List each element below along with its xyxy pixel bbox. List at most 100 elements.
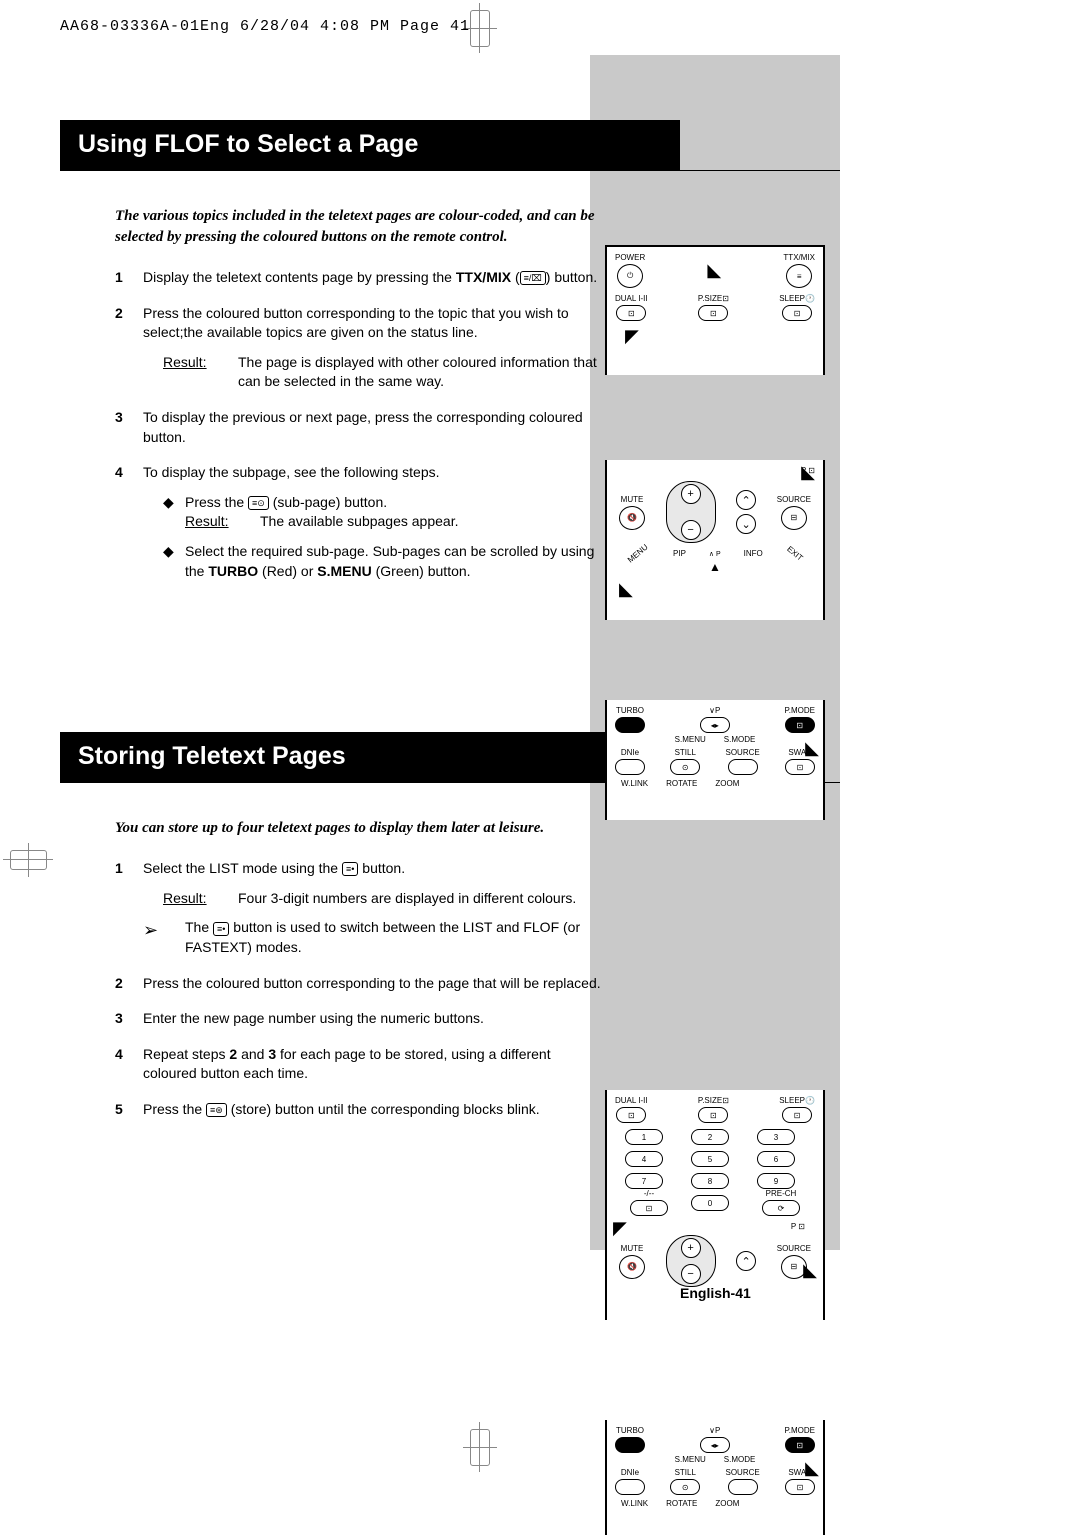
section-title-1: Using FLOF to Select a Page (60, 120, 680, 170)
section1-steps: 1 Display the teletext contents page by … (115, 268, 605, 581)
mute-label: MUTE (621, 495, 644, 504)
step: 4 To display the subpage, see the follow… (115, 463, 605, 581)
wlink-label: W.LINK (621, 779, 648, 788)
sub-bullet: ◆ Press the ≡⊙ (sub-page) button. Result… (163, 493, 605, 532)
result-text: The page is displayed with other coloure… (238, 353, 605, 392)
step-body: Press the coloured button corresponding … (143, 974, 605, 994)
ttxmix-label: TTX/MIX (783, 253, 815, 262)
psize-label: P.SIZE⊡ (698, 294, 729, 303)
crop-mark-top (470, 10, 490, 47)
crop-mark-bottom (470, 1429, 490, 1466)
smode-label: S.MODE (724, 1455, 756, 1464)
dashes-button: ⊡ (630, 1200, 668, 1216)
section1-intro: The various topics included in the telet… (115, 206, 595, 248)
mute-button: 🔇 (619, 506, 645, 530)
step-text: Repeat steps (143, 1046, 229, 1062)
psize-button: ⊡ (698, 305, 728, 321)
swap-button: ⊡ (785, 759, 815, 775)
p-label: ∨P (709, 706, 720, 715)
indicator-arrow-icon: ◣ (805, 738, 819, 759)
indicator-arrow-icon: ◤ (613, 1218, 627, 1239)
step-text: (Green) button. (372, 563, 471, 579)
step-bold: S.MENU (317, 563, 371, 579)
num-button: 6 (757, 1151, 795, 1167)
step-body: Press the coloured button corresponding … (143, 304, 605, 392)
indicator-arrow-icon: ◣ (619, 579, 633, 600)
step: 1 Select the LIST mode using the ≡• butt… (115, 859, 605, 957)
step-text: The (185, 919, 213, 935)
step-body: Display the teletext contents page by pr… (143, 268, 605, 288)
still-button: ⊙ (670, 759, 700, 775)
step-bold: 3 (268, 1046, 276, 1062)
indicator-arrow-icon: ◣ (803, 1260, 817, 1281)
sleep-label: SLEEP🕐 (779, 1096, 815, 1105)
step-body: Enter the new page number using the nume… (143, 1009, 605, 1029)
remote-diagram-2: P ⊡ MUTE🔇 + − ⌃ ⌄ SOURCE⊟ MENU PIP ∧ P I… (605, 460, 825, 620)
indicator-arrow-icon: ◣ (707, 260, 721, 281)
dashes-label: -/-- (644, 1189, 654, 1198)
numpad: 1 2 3 4 5 6 7 8 9 -/--⊡ 0 PRE-CH⟳ (625, 1129, 805, 1216)
section2-steps: 1 Select the LIST mode using the ≡• butt… (115, 859, 605, 1119)
num-button: 5 (691, 1151, 729, 1167)
p-label: ∨P (709, 1426, 720, 1435)
dnie-label: DNIe (621, 748, 639, 757)
crop-mark-left (10, 850, 47, 870)
source-button: ⊟ (781, 506, 807, 530)
num-button: 2 (691, 1129, 729, 1145)
nav-arrow-icon: ▲ (615, 560, 815, 574)
page-footer: English-41 (680, 1285, 751, 1301)
power-label: POWER (615, 253, 645, 262)
result-label: Result: (163, 889, 238, 909)
sub-bullet: ◆ Select the required sub-page. Sub-page… (163, 542, 605, 581)
step-number: 1 (115, 859, 143, 957)
psize-label: P.SIZE⊡ (698, 1096, 729, 1105)
dual-label: DUAL I-II (615, 1096, 648, 1105)
nav-button: ◂▸ (700, 717, 730, 733)
num-button: 4 (625, 1151, 663, 1167)
step-body: To display the previous or next page, pr… (143, 408, 605, 447)
ttx-mix-icon: ≡/⌧ (520, 271, 546, 285)
step-text: (Red) or (258, 563, 317, 579)
rotate-label: ROTATE (666, 779, 697, 788)
step: 3 Enter the new page number using the nu… (115, 1009, 605, 1029)
step-number: 2 (115, 304, 143, 392)
step-text: ) button. (546, 269, 597, 285)
step-number: 4 (115, 1045, 143, 1084)
ch-up-button: ⌃ (736, 1251, 756, 1271)
center-pad: + − (666, 1235, 716, 1287)
psize-button: ⊡ (698, 1107, 728, 1123)
step-body: To display the subpage, see the followin… (143, 463, 605, 581)
prech-button: ⟳ (762, 1200, 800, 1216)
ch-up-button: ⌃ (736, 490, 756, 510)
step-text: Display the teletext contents page by pr… (143, 269, 456, 285)
mute-label: MUTE (621, 1244, 644, 1253)
mute-button: 🔇 (619, 1255, 645, 1279)
step: 3 To display the previous or next page, … (115, 408, 605, 447)
source-label: SOURCE (726, 748, 760, 757)
step-text: Press the coloured button corresponding … (143, 305, 569, 341)
step: 2 Press the coloured button correspondin… (115, 304, 605, 392)
num-button: 0 (691, 1195, 729, 1211)
power-button: ⏻ (617, 264, 643, 288)
step: 4 Repeat steps 2 and 3 for each page to … (115, 1045, 605, 1084)
step-text: (sub-page) button. (269, 494, 387, 510)
sleep-button: ⊡ (782, 305, 812, 321)
step-number: 5 (115, 1100, 143, 1120)
p-label: P ⊡ (791, 1222, 805, 1231)
step-text: Press the (185, 494, 248, 510)
rotate-label: ROTATE (666, 1499, 697, 1508)
dual-button: ⊡ (616, 305, 646, 321)
list-icon: ≡• (213, 922, 229, 936)
print-header: AA68-03336A-01Eng 6/28/04 4:08 PM Page 4… (60, 18, 470, 35)
pmode-label: P.MODE (784, 1426, 815, 1435)
section-title-2: Storing Teletext Pages (60, 732, 680, 782)
remote-diagram-5: TURBO ∨P◂▸ P.MODE⊡ S.MENU S.MODE DNIe ST… (605, 1420, 825, 1535)
subpage-icon: ≡⊙ (248, 496, 269, 510)
info-label: INFO (744, 549, 763, 558)
bullet-icon: ◆ (163, 493, 185, 532)
remote-diagram-3: TURBO ∨P◂▸ P.MODE⊡ S.MENU S.MODE DNIe ST… (605, 700, 825, 820)
step-number: 4 (115, 463, 143, 581)
note-arrow-icon: ➢ (143, 918, 185, 957)
smenu-label: S.MENU (675, 735, 706, 744)
result-text: The available subpages appear. (260, 512, 458, 532)
